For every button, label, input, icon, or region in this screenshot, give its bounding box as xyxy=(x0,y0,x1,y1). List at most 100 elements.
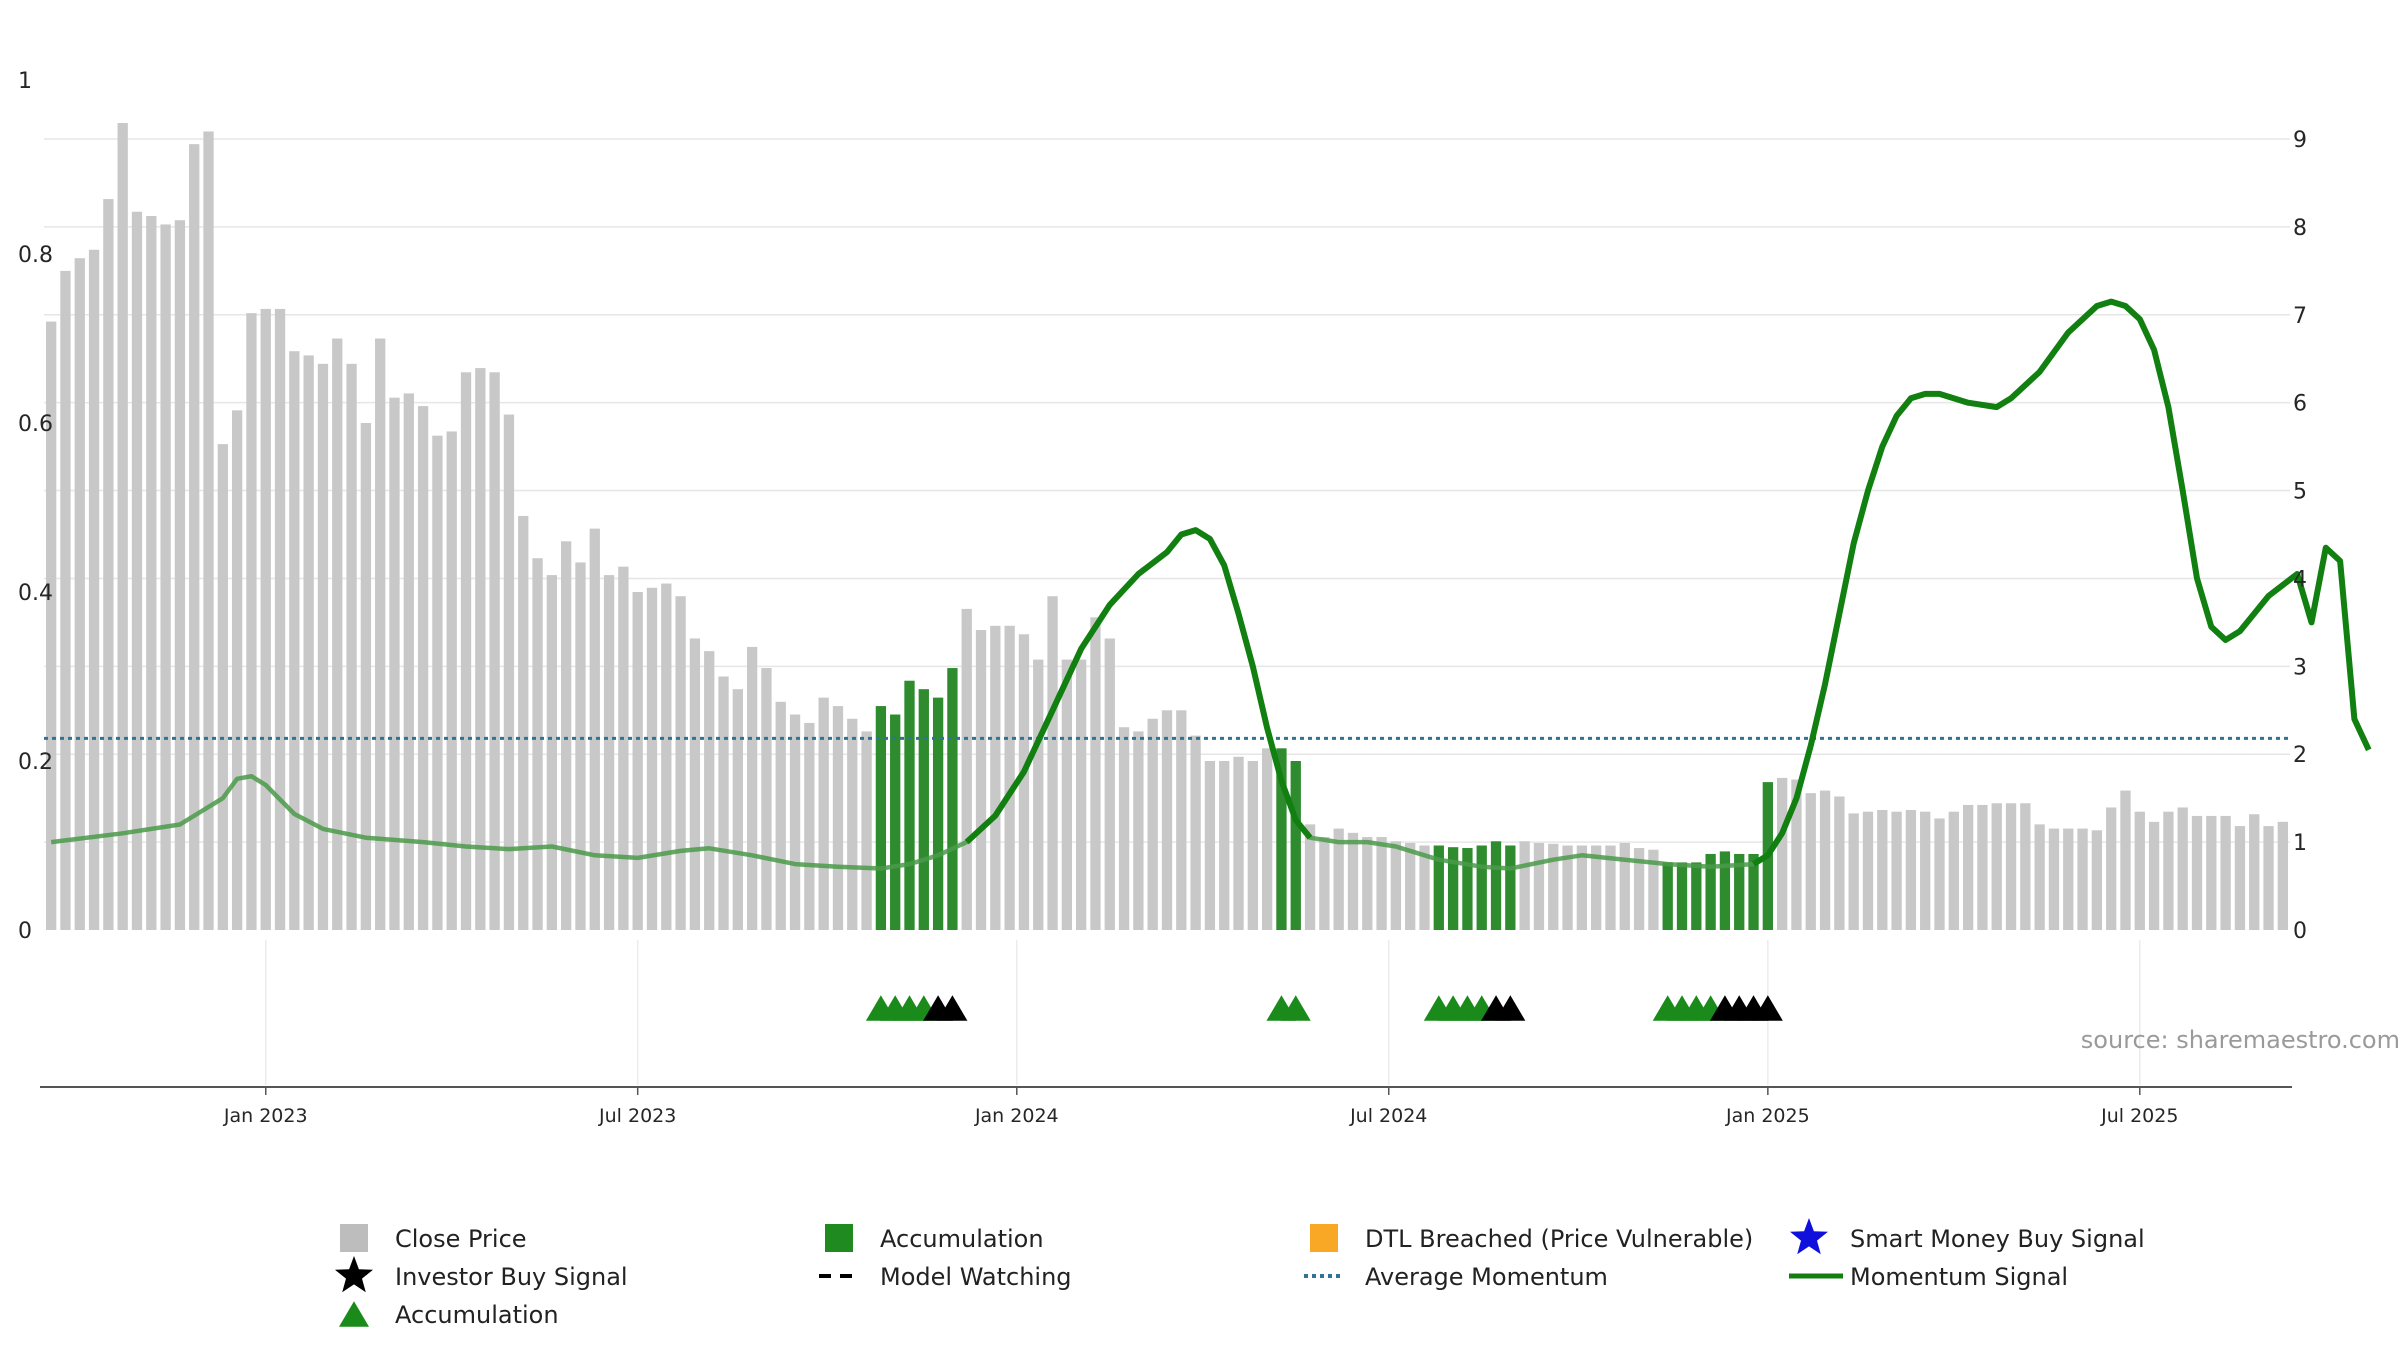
accumulation-bar xyxy=(1476,845,1487,930)
investor-buy-marker xyxy=(1752,995,1783,1021)
close-price-bar xyxy=(861,731,872,930)
close-price-bar xyxy=(2177,807,2188,930)
close-price-bar xyxy=(117,123,128,930)
accumulation-bar xyxy=(1748,853,1759,930)
close-price-bar xyxy=(2249,814,2260,930)
accumulation-bar xyxy=(875,706,887,930)
accumulation-bar xyxy=(1505,845,1516,930)
close-price-bar xyxy=(518,515,529,930)
right-tick-label: 6 xyxy=(2293,392,2307,417)
accumulation-bar xyxy=(1662,862,1673,930)
right-tick-label: 4 xyxy=(2293,567,2307,592)
legend-item: Smart Money Buy Signal xyxy=(1790,1218,2145,1255)
legend-label: Investor Buy Signal xyxy=(395,1263,628,1291)
close-price-bar xyxy=(1991,803,2002,930)
close-price-bar xyxy=(1247,761,1258,930)
close-price-bar xyxy=(1319,837,1330,930)
close-price-bar xyxy=(1591,845,1602,930)
close-price-bar xyxy=(2048,828,2060,930)
close-price-bar xyxy=(818,697,829,930)
close-price-bar xyxy=(1161,710,1173,930)
close-price-bar xyxy=(346,363,357,931)
legend-label: Momentum Signal xyxy=(1850,1263,2068,1291)
close-price-bar xyxy=(1147,718,1158,930)
legend-label: Model Watching xyxy=(880,1263,1072,1291)
x-tick-label: Jan 2025 xyxy=(1725,1105,1810,1127)
close-price-bar xyxy=(1648,849,1659,930)
close-price-bar xyxy=(103,199,114,930)
x-axis-ticks: Jan 2023 Jul 2023 Jan 2024 Jul 2024 Jan 2025… xyxy=(223,1087,2178,1127)
close-price-bar xyxy=(1376,837,1387,930)
close-price-bar xyxy=(1962,804,1974,930)
close-price-bar xyxy=(146,215,157,931)
close-price-bar xyxy=(2020,803,2031,930)
close-price-bar xyxy=(775,701,786,930)
close-price-bar xyxy=(417,406,429,931)
close-price-bar xyxy=(2234,826,2246,930)
close-price-bar xyxy=(2191,815,2203,930)
left-axis-ticks: 0 0.2 0.4 0.6 0.8 1 xyxy=(18,69,53,944)
right-tick-label: 8 xyxy=(2293,216,2307,241)
close-price-bar xyxy=(1920,811,1931,930)
x-tick-label: Jul 2023 xyxy=(598,1105,676,1127)
close-price-bar xyxy=(1562,845,1573,930)
close-price-bar xyxy=(1862,811,1874,930)
close-price-bar xyxy=(1133,731,1144,930)
close-price-bar xyxy=(1934,818,1945,930)
legend-label: Average Momentum xyxy=(1365,1263,1608,1291)
close-price-bar xyxy=(203,131,214,931)
close-price-bar xyxy=(1819,790,1831,930)
close-price-bar xyxy=(1805,793,1816,930)
x-tick-label: Jan 2024 xyxy=(974,1105,1059,1127)
close-price-bar xyxy=(1791,779,1802,930)
close-price-bar xyxy=(475,368,486,930)
close-price-bar xyxy=(60,270,71,930)
close-price-bar xyxy=(217,444,228,930)
close-price-bar xyxy=(1347,832,1359,930)
close-price-bar xyxy=(2077,828,2088,930)
close-price-bar xyxy=(1061,659,1073,930)
close-price-bar xyxy=(1533,842,1545,930)
close-price-bar xyxy=(1619,842,1630,930)
close-price-bar xyxy=(2034,824,2045,930)
close-price-bar xyxy=(2148,821,2160,930)
close-price-bar xyxy=(789,714,801,930)
close-price-bar xyxy=(804,722,815,930)
close-price-bar xyxy=(1204,761,1216,930)
right-tick-label: 7 xyxy=(2293,304,2307,329)
close-price-bar xyxy=(131,211,143,930)
close-price-bar xyxy=(675,596,686,930)
legend-label: Close Price xyxy=(395,1225,527,1253)
close-price-bar xyxy=(189,144,200,930)
legend-label: Smart Money Buy Signal xyxy=(1850,1225,2145,1253)
accumulation-bar xyxy=(1676,862,1688,930)
close-price-bar xyxy=(632,592,643,930)
close-price-bar xyxy=(260,308,271,930)
accumulation-bar xyxy=(1290,761,1301,930)
close-price-bar xyxy=(2163,811,2174,930)
legend-label: Accumulation xyxy=(880,1225,1044,1253)
star-icon xyxy=(335,1256,373,1293)
x-tick-label: Jul 2025 xyxy=(2100,1105,2178,1127)
close-price-bar xyxy=(1333,828,1344,930)
close-price-bar xyxy=(1776,777,1788,930)
close-price-bar xyxy=(303,355,314,930)
close-price-bar xyxy=(74,258,85,931)
close-price-bar xyxy=(732,689,743,930)
close-price-bar xyxy=(1576,845,1588,930)
left-tick-label: 1 xyxy=(18,69,32,94)
momentum-line-strong xyxy=(1751,298,2372,867)
legend-label: DTL Breached (Price Vulnerable) xyxy=(1365,1225,1753,1253)
legend-item: Close Price xyxy=(340,1224,527,1253)
close-price-bar xyxy=(317,363,329,931)
close-price-bar xyxy=(460,372,472,930)
accumulation-bar xyxy=(1462,848,1473,930)
close-price-bar xyxy=(546,575,558,930)
x-tick-label: Jul 2024 xyxy=(1349,1105,1427,1127)
close-price-bar xyxy=(718,676,729,930)
close-price-bar xyxy=(1304,824,1316,930)
close-price-bars xyxy=(46,123,2288,931)
close-price-bar xyxy=(561,541,572,930)
close-price-bar xyxy=(961,608,972,930)
close-price-bar xyxy=(1018,634,1030,930)
